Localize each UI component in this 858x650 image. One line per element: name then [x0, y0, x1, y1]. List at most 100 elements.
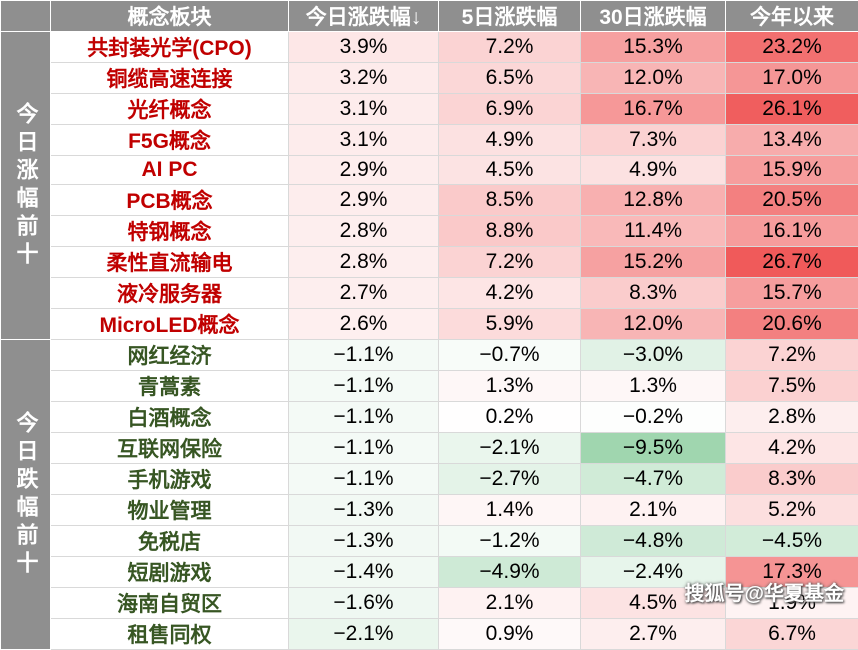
pct-cell: 17.0% [726, 63, 858, 94]
pct-cell: 8.5% [439, 185, 581, 216]
pct-cell: 4.5% [439, 156, 581, 185]
pct-cell: −1.1% [289, 371, 439, 402]
group-label: 今日涨幅前十 [1, 32, 51, 340]
pct-cell: 6.7% [726, 619, 858, 650]
concept-name: 免税店 [51, 526, 289, 557]
pct-cell: 15.7% [726, 278, 858, 309]
pct-cell: 4.2% [726, 433, 858, 464]
pct-cell: −9.5% [581, 433, 726, 464]
table-row: 今日跌幅前十网红经济−1.1%−0.7%−3.0%7.2% [1, 340, 858, 371]
pct-cell: −1.1% [289, 340, 439, 371]
table-row: 互联网保险−1.1%−2.1%−9.5%4.2% [1, 433, 858, 464]
pct-cell: 8.3% [726, 464, 858, 495]
pct-cell: 2.9% [289, 156, 439, 185]
pct-cell: 4.2% [439, 278, 581, 309]
concept-name: 白酒概念 [51, 402, 289, 433]
pct-cell: −2.7% [439, 464, 581, 495]
pct-cell: −1.1% [289, 402, 439, 433]
table-row: 物业管理−1.3%1.4%2.1%5.2% [1, 495, 858, 526]
pct-cell: 7.2% [439, 32, 581, 63]
pct-cell: 2.8% [726, 402, 858, 433]
pct-cell: 15.3% [581, 32, 726, 63]
pct-cell: 11.4% [581, 216, 726, 247]
pct-cell: −0.7% [439, 340, 581, 371]
concept-name: 共封装光学(CPO) [51, 32, 289, 63]
table-body: 今日涨幅前十共封装光学(CPO)3.9%7.2%15.3%23.2%铜缆高速连接… [1, 32, 858, 650]
pct-cell: 2.6% [289, 309, 439, 340]
pct-cell: −1.3% [289, 526, 439, 557]
pct-cell: 1.4% [439, 495, 581, 526]
table-row: 白酒概念−1.1%0.2%−0.2%2.8% [1, 402, 858, 433]
pct-cell: 20.5% [726, 185, 858, 216]
pct-cell: 2.7% [289, 278, 439, 309]
pct-cell: −2.1% [439, 433, 581, 464]
pct-cell: 26.7% [726, 247, 858, 278]
pct-cell: −4.8% [581, 526, 726, 557]
pct-cell: 2.7% [581, 619, 726, 650]
pct-cell: 20.6% [726, 309, 858, 340]
pct-cell: 2.1% [581, 495, 726, 526]
pct-cell: −4.9% [439, 557, 581, 588]
pct-cell: 1.3% [581, 371, 726, 402]
pct-cell: 13.4% [726, 125, 858, 156]
pct-cell: 16.1% [726, 216, 858, 247]
concept-name: 互联网保险 [51, 433, 289, 464]
pct-cell: 12.0% [581, 309, 726, 340]
concept-name: 网红经济 [51, 340, 289, 371]
pct-cell: −1.4% [289, 557, 439, 588]
pct-cell: 8.3% [581, 278, 726, 309]
header-cell: 今日涨跌幅↓ [289, 1, 439, 32]
pct-cell: −4.7% [581, 464, 726, 495]
concept-name: 租售同权 [51, 619, 289, 650]
header-cell: 30日涨跌幅 [581, 1, 726, 32]
concept-name: 青蒿素 [51, 371, 289, 402]
concept-name: 铜缆高速连接 [51, 63, 289, 94]
table-row: 青蒿素−1.1%1.3%1.3%7.5% [1, 371, 858, 402]
pct-cell: −3.0% [581, 340, 726, 371]
pct-cell: 16.7% [581, 94, 726, 125]
watermark: 搜狐号@华夏基金 [684, 577, 844, 606]
pct-cell: 15.9% [726, 156, 858, 185]
pct-cell: −0.2% [581, 402, 726, 433]
table-row: 手机游戏−1.1%−2.7%−4.7%8.3% [1, 464, 858, 495]
pct-cell: 7.2% [726, 340, 858, 371]
pct-cell: 3.1% [289, 125, 439, 156]
pct-cell: 2.8% [289, 216, 439, 247]
group-label: 今日跌幅前十 [1, 340, 51, 650]
pct-cell: 23.2% [726, 32, 858, 63]
concept-name: 短剧游戏 [51, 557, 289, 588]
concept-name: MicroLED概念 [51, 309, 289, 340]
concept-name: 特钢概念 [51, 216, 289, 247]
header-cell: 概念板块 [51, 1, 289, 32]
concept-name: AI PC [51, 156, 289, 185]
pct-cell: 2.8% [289, 247, 439, 278]
pct-cell: 5.9% [439, 309, 581, 340]
concept-name: 手机游戏 [51, 464, 289, 495]
concept-name: 液冷服务器 [51, 278, 289, 309]
pct-cell: 7.3% [581, 125, 726, 156]
table-row: 租售同权−2.1%0.9%2.7%6.7% [1, 619, 858, 650]
header-cell: 今年以来 [726, 1, 858, 32]
pct-cell: 3.1% [289, 94, 439, 125]
pct-cell: 4.9% [439, 125, 581, 156]
pct-cell: 5.2% [726, 495, 858, 526]
pct-cell: −4.5% [726, 526, 858, 557]
pct-cell: −1.1% [289, 464, 439, 495]
concept-name: 物业管理 [51, 495, 289, 526]
pct-cell: −1.6% [289, 588, 439, 619]
pct-cell: −1.3% [289, 495, 439, 526]
pct-cell: 8.8% [439, 216, 581, 247]
pct-cell: 7.5% [726, 371, 858, 402]
pct-cell: 15.2% [581, 247, 726, 278]
concept-name: 光纤概念 [51, 94, 289, 125]
pct-cell: 2.9% [289, 185, 439, 216]
pct-cell: 12.8% [581, 185, 726, 216]
